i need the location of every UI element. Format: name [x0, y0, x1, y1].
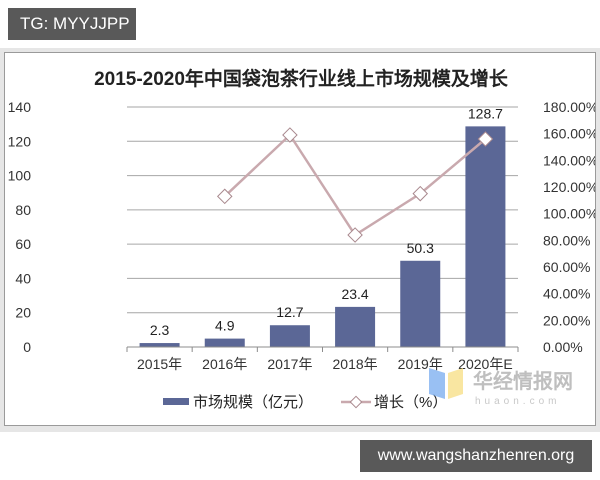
x-axis-tick: 2018年 — [333, 356, 378, 372]
right-axis-tick: 120.00% — [543, 179, 595, 195]
legend-bar-label: 市场规模（亿元） — [193, 394, 313, 411]
site-watermark: www.wangshanzhenren.org — [360, 440, 592, 472]
right-axis-tick: 180.00% — [543, 99, 595, 115]
bar-data-label: 4.9 — [215, 318, 235, 334]
watermark-text: 华经情报网 — [473, 369, 573, 393]
right-axis-tick: 80.00% — [543, 232, 590, 248]
right-axis-tick: 20.00% — [543, 312, 590, 328]
bar-data-label: 2.3 — [150, 322, 170, 338]
bar-data-label: 12.7 — [276, 304, 303, 320]
left-axis-tick: 40 — [15, 270, 31, 286]
left-axis-tick: 60 — [15, 236, 31, 252]
legend-bar-swatch — [163, 398, 189, 405]
x-axis-tick: 2016年 — [202, 356, 247, 372]
bar — [400, 260, 441, 347]
bar — [269, 325, 310, 347]
x-axis-tick: 2017年 — [267, 356, 312, 372]
x-axis-tick: 2015年 — [137, 356, 182, 372]
bar — [465, 126, 506, 347]
bar-data-label: 50.3 — [407, 240, 434, 256]
bar — [139, 343, 180, 347]
growth-marker — [216, 188, 233, 205]
legend-line-marker — [349, 395, 363, 409]
growth-marker — [477, 131, 494, 147]
right-axis-tick: 140.00% — [543, 152, 595, 168]
watermark-subtext: huaon.com — [475, 396, 560, 407]
bar — [335, 306, 376, 347]
x-axis-tick: 2019年 — [398, 356, 443, 372]
growth-marker — [282, 127, 298, 143]
right-axis-tick: 0.00% — [543, 339, 583, 355]
bar-data-label: 23.4 — [341, 286, 368, 302]
x-axis-tick: 2020年E — [458, 356, 512, 372]
growth-marker — [347, 227, 363, 243]
left-axis-tick: 20 — [15, 305, 31, 321]
bar-data-label: 128.7 — [468, 105, 503, 121]
watermark-logo-icon — [448, 368, 463, 399]
legend-line-label: 增长（%） — [374, 394, 447, 411]
growth-line — [223, 133, 487, 237]
chart-frame: 2015-2020年中国袋泡茶行业线上市场规模及增长 0 20 40 60 80 100 12… — [4, 52, 599, 426]
left-axis-tick: 100 — [8, 168, 32, 184]
right-axis-tick: 60.00% — [543, 259, 590, 275]
watermark-logo-icon — [429, 368, 445, 399]
right-axis-tick: 40.00% — [543, 286, 590, 302]
right-axis-tick: 100.00% — [543, 206, 595, 222]
left-axis-tick: 120 — [8, 133, 32, 149]
left-axis-tick: 80 — [15, 202, 31, 218]
left-axis-tick: 0 — [23, 339, 31, 355]
tg-badge: TG: MYYJJPP — [8, 8, 136, 40]
growth-marker — [412, 185, 429, 202]
left-axis-tick: 140 — [8, 99, 32, 115]
bar — [204, 338, 245, 347]
chart: 2015-2020年中国袋泡茶行业线上市场规模及增长 0 20 40 60 80 100 12… — [8, 67, 599, 411]
right-axis-tick: 160.00% — [543, 126, 595, 142]
chart-title: 2015-2020年中国袋泡茶行业线上市场规模及增长 — [94, 67, 509, 90]
